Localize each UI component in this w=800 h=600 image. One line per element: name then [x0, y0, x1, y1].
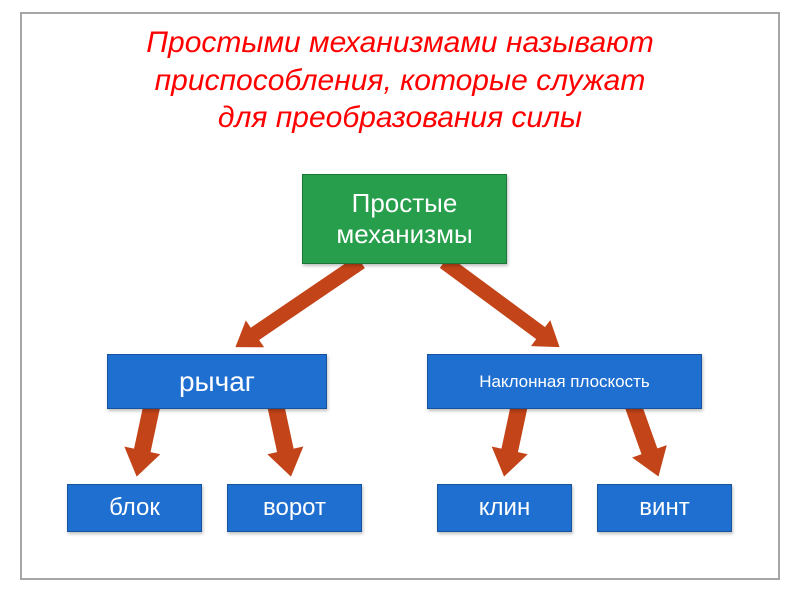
node-root-label: Простыемеханизмы — [303, 188, 506, 250]
node-lever: рычаг — [107, 354, 327, 409]
node-screw: винт — [597, 484, 732, 532]
title-line-3: для преобразования силы — [218, 101, 582, 134]
node-block: блок — [67, 484, 202, 532]
node-root: Простыемеханизмы — [302, 174, 507, 264]
title-block: Простыми механизмами называют приспособл… — [22, 24, 778, 137]
node-wedge: клин — [437, 484, 572, 532]
node-plane: Наклонная плоскость — [427, 354, 702, 409]
diagram-frame: Простыми механизмами называют приспособл… — [20, 12, 780, 580]
node-wedge-label: клин — [438, 494, 571, 522]
node-screw-label: винт — [598, 494, 731, 522]
title-line-2: приспособления, которые служат — [155, 64, 646, 97]
node-vorot-label: ворот — [228, 494, 361, 522]
title-line-1: Простыми механизмами называют — [146, 26, 653, 59]
node-plane-label: Наклонная плоскость — [428, 372, 701, 392]
node-lever-label: рычаг — [108, 366, 326, 398]
node-block-label: блок — [68, 494, 201, 522]
node-vorot: ворот — [227, 484, 362, 532]
